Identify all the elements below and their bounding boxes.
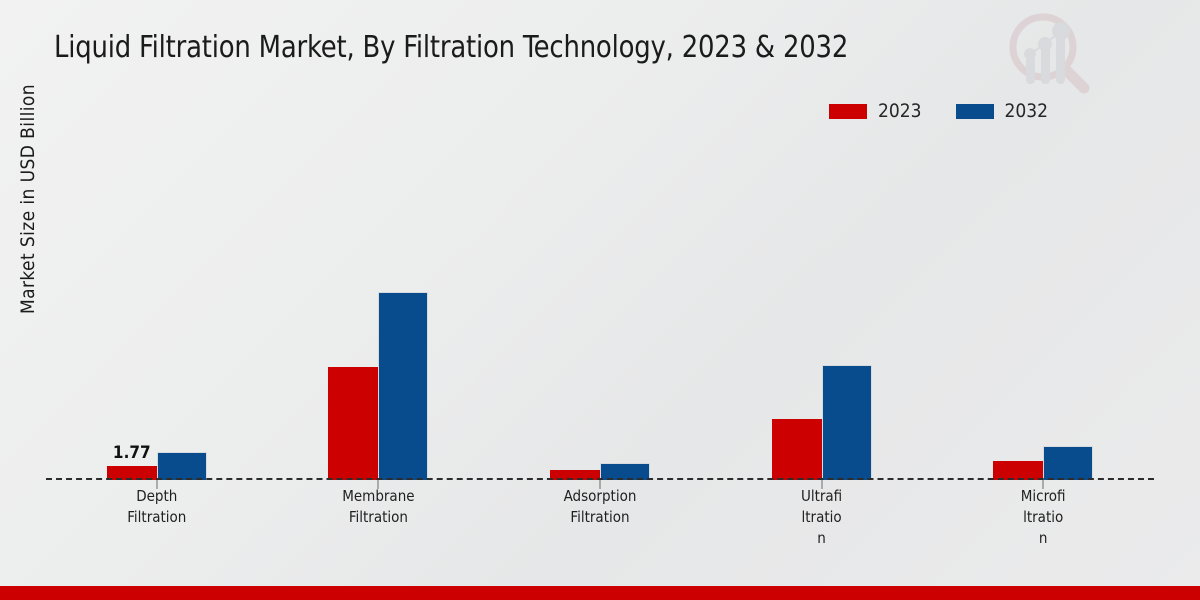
x-label-line: ltratio	[801, 508, 842, 526]
bar-group-microfiltration	[932, 140, 1154, 489]
x-label-adsorption-filtration: Adsorption Filtration	[489, 486, 711, 549]
x-axis-baseline	[46, 478, 1154, 480]
y-axis-title: Market Size in USD Billion	[17, 83, 39, 315]
x-label-line: Adsorption	[563, 487, 637, 505]
bar-2023-depth-filtration[interactable]: 1.77	[106, 443, 157, 480]
bar-value-label-depth-2023: 1.77	[112, 443, 151, 463]
x-axis-category-labels: Depth Filtration Membrane Filtration Ads…	[46, 486, 1154, 549]
bar-2023-microfiltration[interactable]	[993, 461, 1044, 480]
bottom-accent-strip	[0, 586, 1200, 600]
x-label-ultrafiltration: Ultrafi ltratio n	[711, 486, 933, 549]
legend-item-2023[interactable]: 2023	[829, 100, 922, 122]
x-label-line: Filtration	[127, 508, 187, 526]
bar-2023-adsorption-filtration[interactable]	[549, 470, 600, 480]
x-label-line: n	[817, 529, 826, 547]
bar-group-membrane-filtration	[268, 140, 490, 489]
x-label-depth-filtration: Depth Filtration	[46, 486, 268, 549]
x-axis-tick	[156, 480, 158, 489]
x-axis-tick	[599, 480, 601, 489]
x-axis-tick	[821, 480, 823, 489]
bar-groups: 1.77	[46, 140, 1154, 489]
bar-2032-membrane-filtration[interactable]	[378, 292, 429, 480]
bar-2032-depth-filtration[interactable]	[156, 452, 207, 480]
bar-group-depth-filtration: 1.77	[46, 140, 268, 489]
chart-legend: 2023 2032	[829, 100, 1048, 122]
x-axis-tick	[1042, 480, 1044, 489]
x-label-line: Filtration	[348, 508, 408, 526]
plot-area: 1.77	[46, 140, 1154, 489]
x-label-membrane-filtration: Membrane Filtration	[268, 486, 490, 549]
bar-group-ultrafiltration	[711, 140, 933, 489]
legend-swatch-2023	[829, 103, 867, 119]
bar-2023-ultrafiltration[interactable]	[771, 419, 822, 480]
bar-group-adsorption-filtration	[489, 140, 711, 489]
x-label-line: Filtration	[570, 508, 630, 526]
x-label-line: Membrane	[342, 487, 415, 505]
legend-item-2032[interactable]: 2032	[955, 100, 1049, 122]
bar-2032-microfiltration[interactable]	[1043, 446, 1094, 480]
legend-swatch-2032	[955, 103, 994, 119]
x-label-microfiltration: Microfi ltratio n	[932, 486, 1154, 549]
bar-2032-ultrafiltration[interactable]	[821, 365, 872, 480]
x-label-line: Ultrafi	[800, 487, 843, 505]
watermark-logo-icon	[1002, 6, 1098, 98]
x-label-line: n	[1038, 529, 1048, 547]
bar-2023-membrane-filtration[interactable]	[328, 367, 379, 480]
legend-label-2032: 2032	[1004, 100, 1049, 122]
legend-label-2023: 2023	[878, 100, 922, 122]
x-label-line: Microfi	[1020, 487, 1066, 505]
chart-title: Liquid Filtration Market, By Filtration …	[54, 30, 849, 65]
bar-2032-adsorption-filtration[interactable]	[599, 463, 650, 480]
x-axis-tick	[377, 480, 379, 489]
x-label-line: ltratio	[1023, 508, 1064, 526]
x-label-line: Depth	[136, 487, 178, 505]
